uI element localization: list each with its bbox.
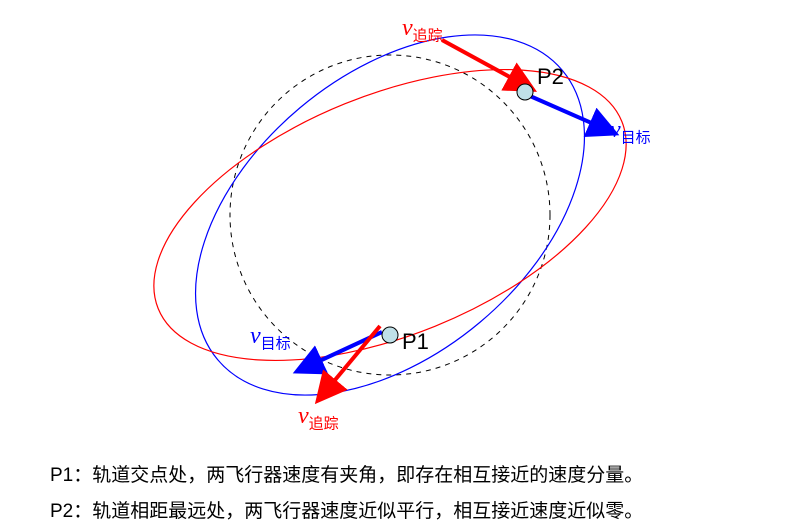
v-chaser-p2-arrow (442, 40, 530, 88)
caption-line-p1: P1：轨道交点处，两飞行器速度有夹角，即存在相互接近的速度分量。 (50, 458, 643, 494)
point-p2-label: P2 (537, 64, 564, 90)
chaser-orbit-ellipse (113, 10, 666, 420)
v-subscript: 目标 (261, 336, 291, 352)
v-target-p2-arrow (530, 96, 612, 132)
v-chaser-p1-label: v追踪 (298, 404, 339, 432)
orbit-diagram-svg (0, 0, 791, 531)
diagram-canvas: v追踪 v目标 v目标 v追踪 P1 P2 P1：轨道交点处，两飞行器速度有夹角… (0, 0, 791, 531)
target-orbit-ellipse (128, 0, 653, 467)
v-letter: v (402, 15, 413, 41)
point-p1-marker (382, 327, 398, 343)
v-subscript: 追踪 (413, 28, 443, 44)
caption-block: P1：轨道交点处，两飞行器速度有夹角，即存在相互接近的速度分量。 P2：轨道相距… (50, 458, 643, 530)
v-subscript: 目标 (621, 130, 651, 146)
v-chaser-p1-arrow (320, 326, 380, 398)
v-chaser-p2-label: v追踪 (402, 16, 443, 44)
v-subscript: 追踪 (309, 416, 339, 432)
v-target-p1-label: v目标 (250, 324, 291, 352)
v-letter: v (298, 403, 309, 429)
v-letter: v (250, 323, 261, 349)
v-target-p2-label: v目标 (610, 118, 651, 146)
point-p1-label: P1 (402, 329, 429, 355)
v-letter: v (610, 117, 621, 143)
caption-line-p2: P2：轨道相距最远处，两飞行器速度近似平行，相互接近速度近似零。 (50, 494, 643, 530)
point-p2-marker (517, 84, 533, 100)
